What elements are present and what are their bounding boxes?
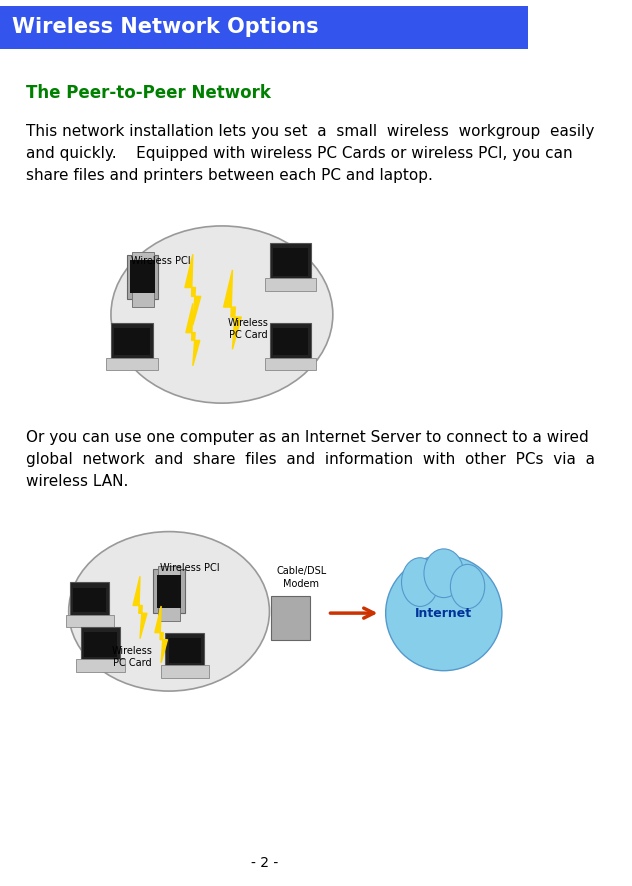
Text: Or you can use one computer as an Internet Server to connect to a wired
global  : Or you can use one computer as an Intern… [27,430,595,489]
Ellipse shape [111,226,333,403]
Text: Wireless PCI: Wireless PCI [131,256,191,266]
FancyBboxPatch shape [131,252,154,307]
FancyBboxPatch shape [270,323,312,361]
Text: Wireless Network Options: Wireless Network Options [11,18,319,37]
FancyBboxPatch shape [84,632,117,657]
FancyBboxPatch shape [70,582,109,618]
FancyBboxPatch shape [169,638,201,663]
Ellipse shape [424,548,464,598]
FancyBboxPatch shape [273,328,308,355]
Ellipse shape [401,558,439,607]
FancyBboxPatch shape [130,260,155,293]
FancyBboxPatch shape [154,570,185,613]
FancyBboxPatch shape [111,323,153,361]
Text: Wireless
PC Card: Wireless PC Card [228,318,269,340]
Ellipse shape [451,564,485,609]
Polygon shape [224,270,241,349]
FancyBboxPatch shape [158,566,180,621]
Text: The Peer-to-Peer Network: The Peer-to-Peer Network [27,84,271,102]
FancyBboxPatch shape [157,575,181,608]
Text: Cable/DSL
Modem: Cable/DSL Modem [276,566,326,588]
FancyBboxPatch shape [73,587,106,612]
FancyBboxPatch shape [271,596,310,640]
FancyBboxPatch shape [114,328,150,355]
FancyBboxPatch shape [0,6,528,49]
Polygon shape [186,303,200,366]
FancyBboxPatch shape [273,248,308,276]
FancyBboxPatch shape [81,626,120,662]
FancyBboxPatch shape [106,358,158,370]
Text: - 2 -: - 2 - [250,856,278,870]
Polygon shape [133,576,147,639]
FancyBboxPatch shape [270,243,312,281]
Polygon shape [155,606,167,663]
FancyBboxPatch shape [166,633,205,668]
FancyBboxPatch shape [76,659,125,672]
FancyBboxPatch shape [127,255,158,299]
Ellipse shape [69,532,269,691]
Text: Wireless PCI: Wireless PCI [161,563,220,573]
FancyBboxPatch shape [265,358,316,370]
Text: Internet: Internet [415,607,472,619]
FancyBboxPatch shape [66,615,114,627]
Ellipse shape [386,556,502,671]
FancyBboxPatch shape [265,278,316,291]
Text: Wireless
PC Card: Wireless PC Card [112,646,152,668]
Text: This network installation lets you set  a  small  wireless  workgroup  easily
an: This network installation lets you set a… [27,124,595,183]
Polygon shape [185,254,201,325]
FancyBboxPatch shape [161,665,209,678]
